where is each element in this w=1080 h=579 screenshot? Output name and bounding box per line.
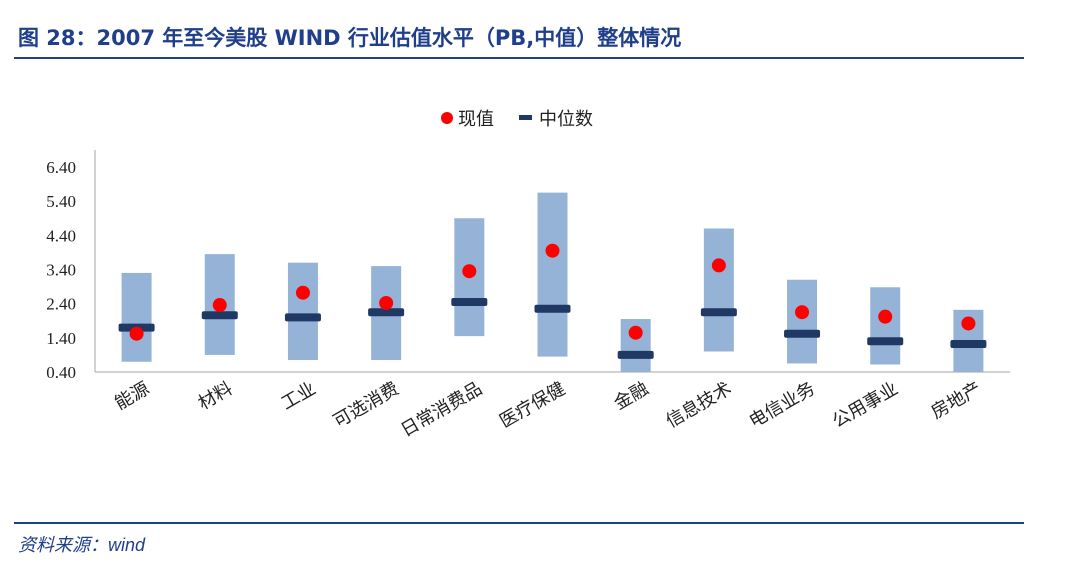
legend-median-label: 中位数 [539,109,593,130]
median-mark [534,304,571,313]
title-rule [14,57,1024,59]
source-label: 资料来源： [18,535,108,556]
legend-median-marker [519,115,532,120]
pb-valuation-chart: 现值 中位数 0.40 1.40 2.40 3.40 4.40 5.40 6.40 能源 材料… [46,109,1010,441]
y-tick-labels: 0.40 1.40 2.40 3.40 4.40 5.40 6.40 [46,158,76,382]
range-bar [787,279,818,364]
median-marks [118,297,987,359]
range-bars [121,192,984,372]
y-tick-label: 1.40 [46,329,76,348]
median-mark [368,308,405,317]
current-point [462,264,477,279]
range-bar [121,272,152,362]
median-mark [617,350,654,359]
source-rule [14,522,1024,524]
category-label: 房地产 [928,378,985,423]
y-tick-label: 3.40 [46,261,76,280]
median-mark [867,337,904,346]
category-label: 可选消费 [330,378,403,432]
source-value: wind [108,535,146,555]
current-point [295,285,310,300]
category-label: 材料 [195,378,237,414]
current-point [129,326,144,341]
y-tick-label: 6.40 [46,158,76,177]
current-point [545,243,560,258]
figure-title: 图 28：2007 年至今美股 WIND 行业估值水平（PB,中值）整体情况 [18,26,682,50]
current-point [212,298,227,313]
current-point [379,295,394,310]
y-tick-label: 5.40 [46,192,76,211]
current-point [628,325,643,340]
current-point [961,316,976,331]
range-bar [287,262,318,361]
source-note: 资料来源：wind [18,531,145,557]
category-label: 能源 [111,378,153,414]
category-label: 信息技术 [663,378,736,432]
category-label: 公用事业 [829,378,902,432]
median-mark [284,313,321,322]
median-mark [451,297,488,306]
current-point [878,309,893,324]
median-mark [950,339,987,348]
range-bar [870,287,901,365]
current-point [711,258,726,273]
range-bar [537,192,568,357]
category-label: 工业 [278,378,320,414]
category-label: 日常消费品 [397,378,485,441]
category-label: 电信业务 [746,378,819,432]
y-tick-label: 2.40 [46,295,76,314]
median-mark [700,308,737,317]
median-mark [784,329,821,338]
legend: 现值 中位数 [441,109,593,130]
y-tick-label: 4.40 [46,226,76,245]
legend-current-marker [441,112,453,124]
category-label: 医疗保健 [496,378,569,432]
range-bar [703,228,734,352]
y-tick-label: 0.40 [46,363,76,382]
current-points [129,243,976,341]
median-mark [201,311,238,320]
legend-current-label: 现值 [458,109,494,130]
category-label: 金融 [611,378,653,414]
current-point [795,305,810,320]
